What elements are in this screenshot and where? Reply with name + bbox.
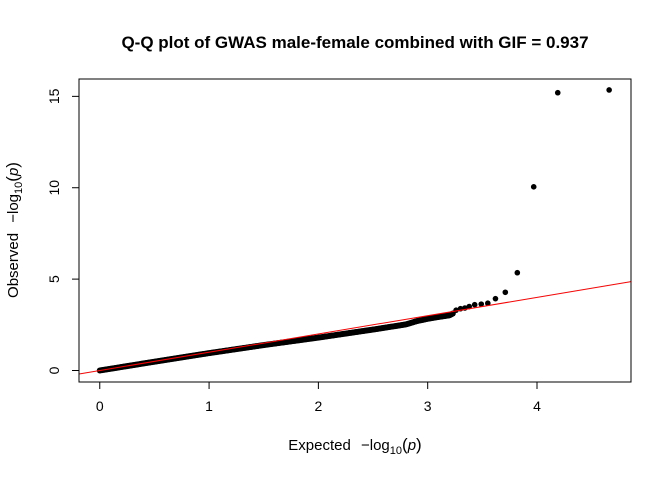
y-axis: 0 5 10 15 xyxy=(46,88,79,374)
x-tick-label: 2 xyxy=(314,398,322,414)
data-point xyxy=(606,87,612,93)
x-tick-label: 3 xyxy=(424,398,432,414)
x-tick-label: 0 xyxy=(96,398,104,414)
data-point xyxy=(485,300,491,307)
y-tick-label: 10 xyxy=(46,180,62,196)
data-point xyxy=(502,289,509,296)
data-points-layer xyxy=(96,87,612,374)
y-tick-label: 5 xyxy=(46,275,62,283)
y-tick-label: 0 xyxy=(46,366,62,374)
reference-line xyxy=(79,281,631,375)
y-tick-label: 15 xyxy=(46,88,62,104)
x-axis: 0 1 2 3 4 xyxy=(96,382,541,414)
data-point xyxy=(466,303,473,310)
y-axis-label: Observed −log10(p) xyxy=(3,162,25,298)
plot-frame xyxy=(78,78,632,383)
data-point xyxy=(492,295,499,302)
data-point xyxy=(530,184,537,190)
data-point xyxy=(478,301,485,307)
x-axis-label: Expected −log10(p) xyxy=(288,435,421,457)
x-tick-label: 1 xyxy=(205,398,213,414)
x-tick-label: 4 xyxy=(533,398,541,414)
data-point xyxy=(554,89,561,96)
data-point xyxy=(471,301,478,308)
data-point xyxy=(514,269,521,276)
chart-title: Q-Q plot of GWAS male-female combined wi… xyxy=(121,33,588,52)
